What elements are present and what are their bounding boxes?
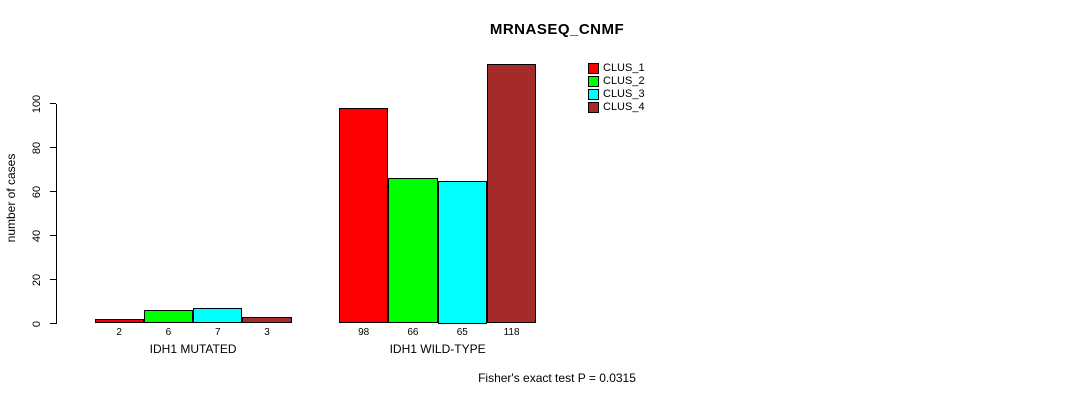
bar-clus_3-idh1-wild-type xyxy=(437,180,487,324)
y-tick xyxy=(50,147,56,148)
y-tick xyxy=(50,323,56,324)
bar-value-label: 98 xyxy=(358,327,370,338)
y-tick xyxy=(50,235,56,236)
y-tick-label: 100 xyxy=(31,94,43,113)
y-tick xyxy=(50,191,56,192)
bar-value-label: 6 xyxy=(165,327,172,338)
bar-clus_2-idh1-wild-type xyxy=(388,178,438,324)
legend-item-clus_1: CLUS_1 xyxy=(588,63,645,74)
y-tick-label: 40 xyxy=(31,229,43,242)
bar-value-label: 2 xyxy=(116,327,122,338)
legend-item-clus_3: CLUS_3 xyxy=(588,89,645,100)
y-tick-label: 60 xyxy=(31,185,43,198)
bar-clus_1-idh1-mutated xyxy=(94,319,144,324)
legend-item-clus_4: CLUS_4 xyxy=(588,102,645,113)
y-tick xyxy=(50,279,56,280)
y-tick-label: 80 xyxy=(31,141,43,154)
legend-swatch-clus_3 xyxy=(588,89,599,100)
chart-title: MRNASEQ_CNMF xyxy=(489,21,625,38)
x-category-label-idh1-mutated: IDH1 MUTATED xyxy=(149,342,237,356)
legend-label: CLUS_3 xyxy=(603,88,645,100)
bar-clus_3-idh1-mutated xyxy=(193,308,243,324)
legend-swatch-clus_2 xyxy=(588,76,599,87)
legend: CLUS_1 CLUS_2 CLUS_3 CLUS_4 xyxy=(588,63,645,115)
bar-value-label: 7 xyxy=(214,327,221,338)
y-axis-label: number of cases xyxy=(4,153,18,243)
y-tick-label: 20 xyxy=(31,273,43,286)
legend-label: CLUS_1 xyxy=(603,62,645,74)
y-axis xyxy=(56,103,57,324)
bar-value-label: 65 xyxy=(456,327,468,338)
bar-value-label: 3 xyxy=(264,327,270,338)
bar-value-label: 118 xyxy=(503,327,520,338)
legend-swatch-clus_1 xyxy=(588,63,599,74)
fisher-test-annotation: Fisher's exact test P = 0.0315 xyxy=(478,371,636,385)
bar-clus_4-idh1-mutated xyxy=(242,316,292,324)
bar-clus_2-idh1-mutated xyxy=(143,310,194,324)
legend-label: CLUS_4 xyxy=(603,101,645,113)
legend-swatch-clus_4 xyxy=(588,102,599,113)
bar-clus_1-idh1-wild-type xyxy=(339,107,389,324)
bar-clus_4-idh1-wild-type xyxy=(486,63,537,324)
x-category-label-idh1-wild-type: IDH1 WILD-TYPE xyxy=(389,342,486,356)
y-tick xyxy=(50,103,56,104)
legend-label: CLUS_2 xyxy=(603,75,645,87)
bar-value-label: 66 xyxy=(407,327,419,338)
legend-item-clus_2: CLUS_2 xyxy=(588,76,645,87)
y-tick-label: 0 xyxy=(31,320,43,327)
